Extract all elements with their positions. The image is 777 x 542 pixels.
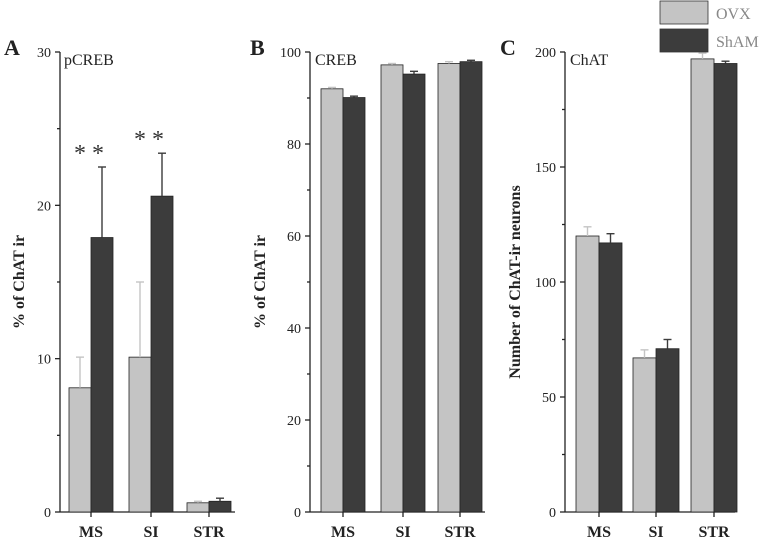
bar-ovx-str xyxy=(690,58,715,513)
x-tick-label: SI xyxy=(143,524,158,541)
panel-c: C ChAT Number of ChAT-ir neurons 0 50 100 150 2… xyxy=(500,35,738,541)
y-tick-label: 10 xyxy=(37,353,51,368)
x-tick-label: STR xyxy=(698,524,730,541)
x-tick-label: SI xyxy=(395,524,410,541)
bar-ovx-si xyxy=(128,356,152,513)
y-tick-label: 0 xyxy=(44,506,51,521)
bar-ovx-ms xyxy=(68,387,92,513)
bar-sham-ms xyxy=(90,237,114,513)
y-tick-label: 20 xyxy=(287,414,301,429)
bar-ovx-str xyxy=(437,63,461,513)
y-tick-label: 100 xyxy=(280,46,301,61)
y-tick-label: 20 xyxy=(37,199,51,214)
bar-ovx-str xyxy=(186,502,210,513)
y-tick-label: 80 xyxy=(287,138,301,153)
panel-letter: A xyxy=(4,35,20,60)
bar-sham-str xyxy=(713,63,738,513)
y-tick-label: 200 xyxy=(535,46,556,61)
y-tick-label: 150 xyxy=(535,161,556,176)
bar-sham-ms xyxy=(598,242,623,513)
panel-letter: C xyxy=(500,35,516,60)
bar-sham-str xyxy=(459,61,483,513)
legend: OVX ShAM xyxy=(659,0,759,53)
bar-sham-str xyxy=(208,500,232,513)
bar-sham-ms xyxy=(342,97,366,513)
x-tick-label: STR xyxy=(193,524,225,541)
y-tick-label: 100 xyxy=(535,276,556,291)
bar-sham-si xyxy=(655,348,680,513)
panel-title: CREB xyxy=(315,52,357,69)
x-tick-label: SI xyxy=(648,524,663,541)
y-axis-label: Number of ChAT-ir neurons xyxy=(507,185,524,378)
panel-b: B CREB % of ChAT ir 0 20 40 60 80 100 MS SI STR xyxy=(250,35,485,541)
y-tick-label: 0 xyxy=(294,506,301,521)
x-tick-label: MS xyxy=(331,524,355,541)
significance-marker: ** xyxy=(74,141,110,167)
y-tick-label: 50 xyxy=(542,391,556,406)
legend-label-ovx: OVX xyxy=(716,6,751,23)
bar-sham-si xyxy=(150,195,174,513)
x-tick-label: MS xyxy=(587,524,611,541)
y-tick-label: 60 xyxy=(287,230,301,245)
bar-ovx-si xyxy=(632,357,657,513)
legend-swatch-ovx xyxy=(659,0,709,25)
significance-marker: ** xyxy=(134,127,170,153)
bar-ovx-si xyxy=(380,64,404,513)
panel-letter: B xyxy=(250,35,265,60)
x-tick-label: MS xyxy=(79,524,103,541)
y-tick-label: 0 xyxy=(549,506,556,521)
y-tick-label: 40 xyxy=(287,322,301,337)
bar-ovx-ms xyxy=(320,88,344,513)
y-tick-label: 30 xyxy=(37,46,51,61)
bar-ovx-ms xyxy=(575,235,600,513)
panel-title: pCREB xyxy=(64,52,114,69)
x-tick-label: STR xyxy=(444,524,476,541)
legend-swatch-sham xyxy=(659,28,709,53)
y-axis-label: % of ChAT ir xyxy=(252,235,269,329)
panel-title: ChAT xyxy=(570,52,608,69)
bar-sham-si xyxy=(402,73,426,513)
legend-label-sham: ShAM xyxy=(716,34,759,51)
y-axis-label: % of ChAT ir xyxy=(11,235,28,329)
